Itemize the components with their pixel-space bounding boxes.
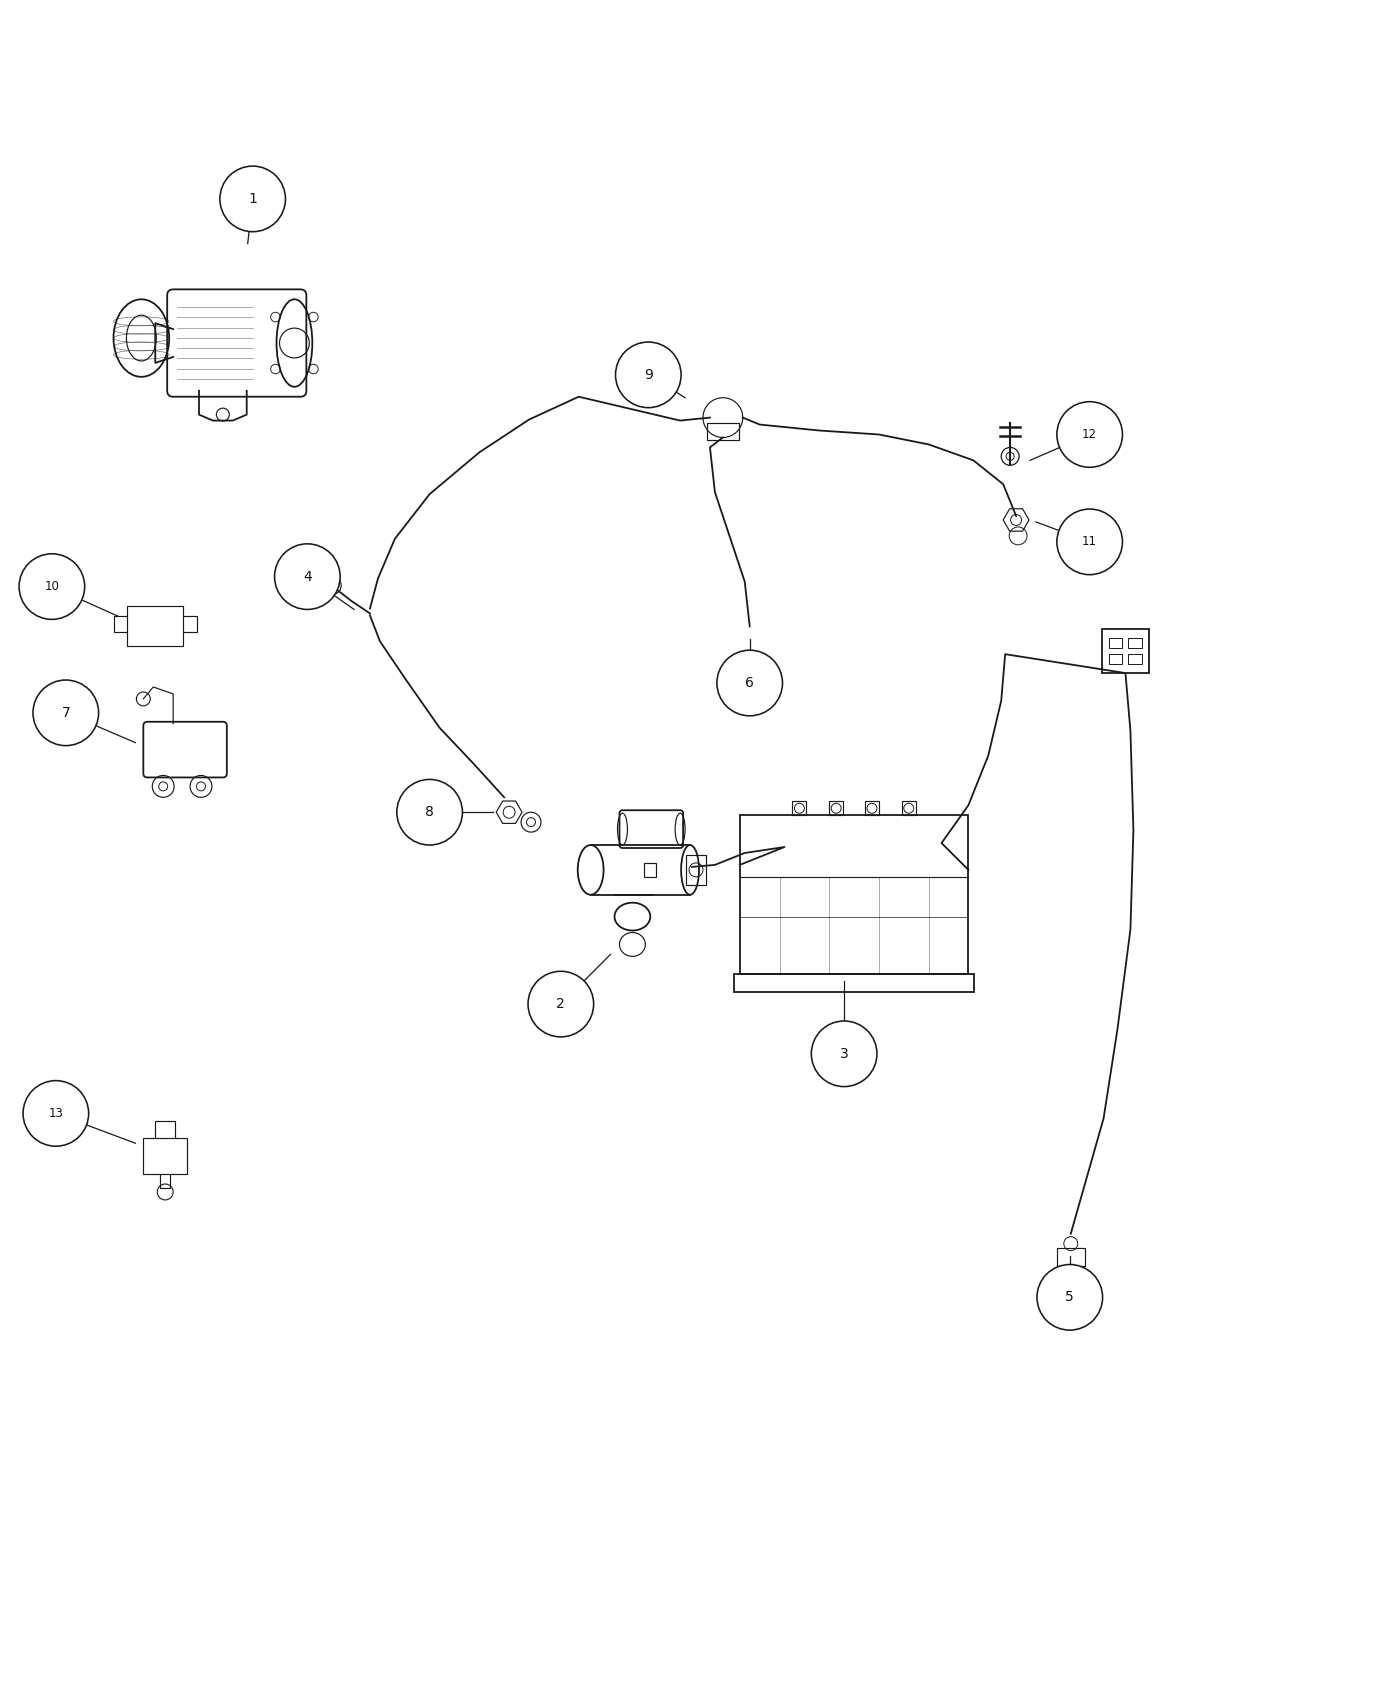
- Text: 2: 2: [556, 998, 566, 1012]
- Circle shape: [34, 680, 98, 746]
- Circle shape: [528, 971, 594, 1037]
- Text: 13: 13: [49, 1107, 63, 1120]
- Text: 9: 9: [644, 367, 652, 382]
- Circle shape: [616, 342, 682, 408]
- Text: 6: 6: [745, 677, 755, 690]
- Text: 7: 7: [62, 706, 70, 719]
- Circle shape: [22, 1081, 88, 1146]
- Text: 12: 12: [1082, 428, 1098, 440]
- Text: 10: 10: [45, 580, 59, 593]
- Circle shape: [1057, 401, 1123, 468]
- Text: 4: 4: [302, 570, 312, 583]
- Circle shape: [220, 167, 286, 231]
- Circle shape: [812, 1022, 876, 1086]
- Text: 1: 1: [248, 192, 258, 206]
- Circle shape: [274, 544, 340, 609]
- Circle shape: [1057, 508, 1123, 575]
- Text: 5: 5: [1065, 1290, 1074, 1304]
- Circle shape: [20, 554, 84, 619]
- Text: 8: 8: [426, 806, 434, 819]
- Text: 3: 3: [840, 1047, 848, 1061]
- Circle shape: [717, 649, 783, 716]
- Text: 11: 11: [1082, 536, 1098, 549]
- Circle shape: [1037, 1265, 1103, 1329]
- Circle shape: [396, 779, 462, 845]
